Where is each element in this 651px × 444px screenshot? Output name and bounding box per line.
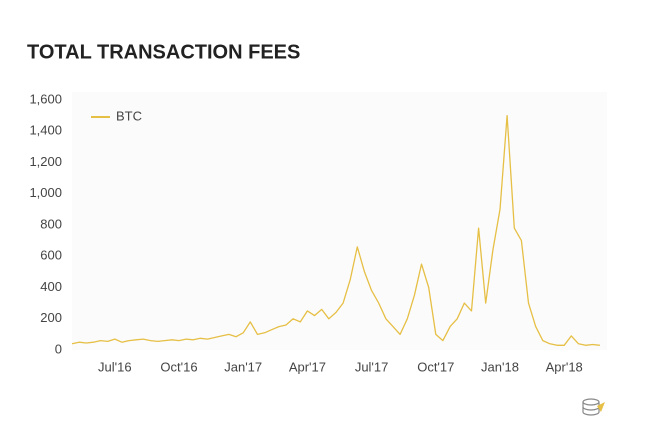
x-tick-label: Oct'17 bbox=[417, 359, 454, 374]
x-tick-label: Jan'18 bbox=[481, 359, 519, 374]
y-tick-label: 400 bbox=[40, 279, 62, 294]
x-tick-label: Apr'17 bbox=[289, 359, 326, 374]
y-tick-label: 800 bbox=[40, 216, 62, 231]
y-tick-label: 1,600 bbox=[29, 91, 62, 106]
y-tick-label: 200 bbox=[40, 310, 62, 325]
y-tick-label: 600 bbox=[40, 248, 62, 263]
y-tick-label: 1,200 bbox=[29, 154, 62, 169]
x-tick-label: Oct'16 bbox=[160, 359, 197, 374]
x-tick-label: Jan'17 bbox=[224, 359, 262, 374]
legend-label: BTC bbox=[116, 108, 142, 123]
x-tick-label: Jul'16 bbox=[98, 359, 132, 374]
y-tick-label: 0 bbox=[55, 341, 62, 356]
line bbox=[71, 114, 600, 346]
x-tick-label: Apr'18 bbox=[546, 359, 583, 374]
x-tick-label: Jul'17 bbox=[355, 359, 389, 374]
logo-icon bbox=[582, 398, 605, 416]
y-tick-label: 1,400 bbox=[29, 123, 62, 138]
plot-area bbox=[72, 92, 607, 350]
chart-title: TOTAL TRANSACTION FEES bbox=[27, 41, 300, 63]
y-tick-label: 1,000 bbox=[29, 185, 62, 200]
